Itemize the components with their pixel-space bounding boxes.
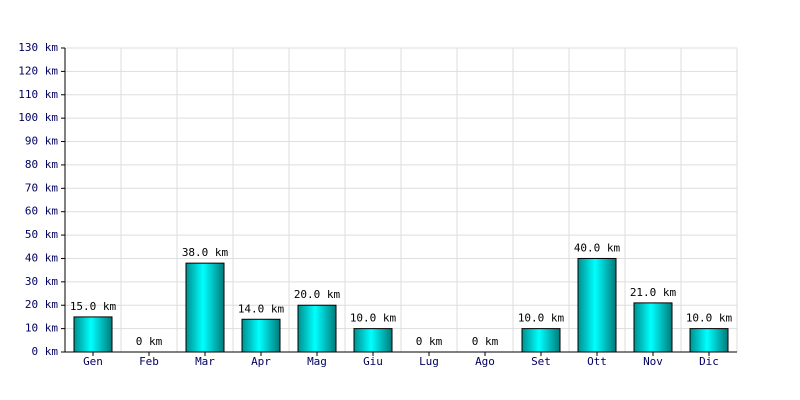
data-label: 0 km xyxy=(472,335,499,348)
x-tick-label: Nov xyxy=(643,355,663,368)
y-tick-label: 50 km xyxy=(25,228,58,241)
y-tick-label: 30 km xyxy=(25,275,58,288)
bar xyxy=(577,257,617,353)
bar xyxy=(633,302,673,353)
x-tick-label: Dic xyxy=(699,355,719,368)
data-label: 14.0 km xyxy=(238,302,285,315)
y-tick-label: 100 km xyxy=(18,111,58,124)
data-label: 20.0 km xyxy=(294,288,341,301)
data-label: 21.0 km xyxy=(630,286,677,299)
y-tick-label: 70 km xyxy=(25,181,58,194)
data-label: 38.0 km xyxy=(182,246,229,259)
x-tick-label: Feb xyxy=(139,355,159,368)
y-tick-label: 60 km xyxy=(25,205,58,218)
data-label: 0 km xyxy=(416,335,443,348)
bar xyxy=(689,328,729,353)
y-tick-label: 90 km xyxy=(25,135,58,148)
y-tick-label: 110 km xyxy=(18,88,58,101)
bar xyxy=(185,262,225,353)
y-tick-label: 130 km xyxy=(18,41,58,54)
data-label: 15.0 km xyxy=(70,300,117,313)
y-tick-label: 20 km xyxy=(25,298,58,311)
x-tick-label: Set xyxy=(531,355,551,368)
x-tick-label: Ott xyxy=(587,355,607,368)
data-label: 10.0 km xyxy=(350,312,397,325)
bar xyxy=(241,318,281,353)
data-label: 10.0 km xyxy=(518,312,565,325)
data-label: 40.0 km xyxy=(574,241,621,254)
y-tick-label: 40 km xyxy=(25,251,58,264)
x-tick-label: Giu xyxy=(363,355,383,368)
x-tick-label: Ago xyxy=(475,355,495,368)
x-tick-label: Apr xyxy=(251,355,271,368)
y-tick-label: 10 km xyxy=(25,322,58,335)
bar xyxy=(297,304,337,353)
x-tick-label: Gen xyxy=(83,355,103,368)
x-tick-label: Mag xyxy=(307,355,327,368)
data-label: 10.0 km xyxy=(686,312,733,325)
y-tick-label: 120 km xyxy=(18,64,58,77)
y-tick-label: 80 km xyxy=(25,158,58,171)
data-label: 0 km xyxy=(136,335,163,348)
bar xyxy=(353,328,393,353)
x-tick-label: Lug xyxy=(419,355,439,368)
bar xyxy=(73,316,113,353)
y-tick-label: 0 km xyxy=(32,345,59,358)
x-tick-label: Mar xyxy=(195,355,215,368)
bar xyxy=(521,328,561,353)
